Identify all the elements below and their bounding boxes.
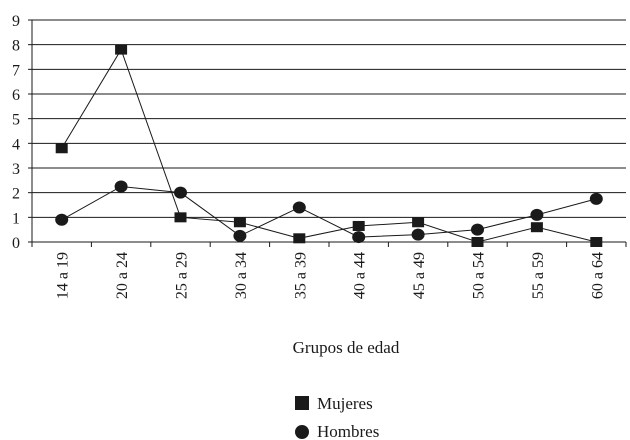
data-point-hombres — [589, 192, 603, 205]
data-point-hombres — [352, 231, 366, 244]
data-point-hombres — [530, 208, 544, 221]
legend-label: Hombres — [317, 422, 379, 440]
x-tick-label: 50 a 54 — [471, 252, 488, 299]
y-tick-label: 6 — [12, 87, 20, 104]
data-point-hombres — [174, 186, 187, 199]
y-tick-labels: 0 1 2 3 4 5 6 7 8 9 — [12, 13, 20, 252]
x-tick-labels: 14 a 19 20 a 24 25 a 29 30 a 34 35 a 39 40 a … — [55, 252, 607, 299]
x-tick-label: 40 a 44 — [352, 252, 369, 299]
x-tick-label: 25 a 29 — [174, 252, 191, 299]
series-line-hombres — [61, 185, 597, 238]
data-point-hombres — [55, 213, 69, 226]
data-point-mujeres — [530, 222, 543, 233]
axes — [28, 19, 627, 247]
y-tick-label: 4 — [12, 136, 20, 153]
x-tick-label: 45 a 49 — [411, 252, 428, 299]
y-tick-label: 9 — [12, 13, 20, 30]
y-tick-label: 0 — [12, 235, 20, 252]
y-tick-label: 7 — [12, 62, 20, 79]
legend-marker-circle-icon — [295, 425, 309, 439]
y-tick-label: 8 — [12, 38, 20, 55]
data-point-mujeres — [174, 212, 187, 223]
y-tick-label: 2 — [12, 186, 20, 203]
data-point-mujeres — [412, 217, 425, 228]
data-point-mujeres — [115, 44, 128, 55]
y-tick-label: 1 — [12, 210, 20, 227]
data-point-mujeres — [293, 233, 306, 244]
legend-label: Mujeres — [317, 394, 373, 413]
data-point-mujeres — [233, 217, 246, 228]
x-tick-label: 20 a 24 — [114, 252, 131, 299]
data-point-hombres — [411, 228, 425, 241]
data-point-hombres — [292, 201, 306, 214]
data-point-mujeres — [590, 237, 603, 247]
data-point-hombres — [471, 223, 484, 236]
x-tick-label: 30 a 34 — [233, 252, 250, 299]
x-tick-label: 35 a 39 — [292, 252, 309, 299]
series — [55, 44, 603, 247]
x-tick-label: 60 a 64 — [589, 252, 606, 299]
data-point-hombres — [114, 180, 128, 193]
data-point-mujeres — [471, 237, 484, 247]
legend: Mujeres Hombres — [295, 394, 379, 440]
x-tick-label: 55 a 59 — [530, 252, 547, 299]
gridlines — [32, 19, 626, 218]
data-point-hombres — [233, 229, 247, 242]
data-point-mujeres — [55, 143, 68, 154]
y-tick-label: 5 — [12, 112, 20, 129]
y-tick-label: 3 — [12, 161, 20, 178]
series-line-mujeres — [61, 48, 597, 243]
legend-marker-square-icon — [295, 396, 309, 410]
x-tick-label: 14 a 19 — [55, 252, 72, 299]
x-axis-label: Grupos de edad — [293, 338, 400, 357]
data-point-mujeres — [352, 220, 365, 231]
